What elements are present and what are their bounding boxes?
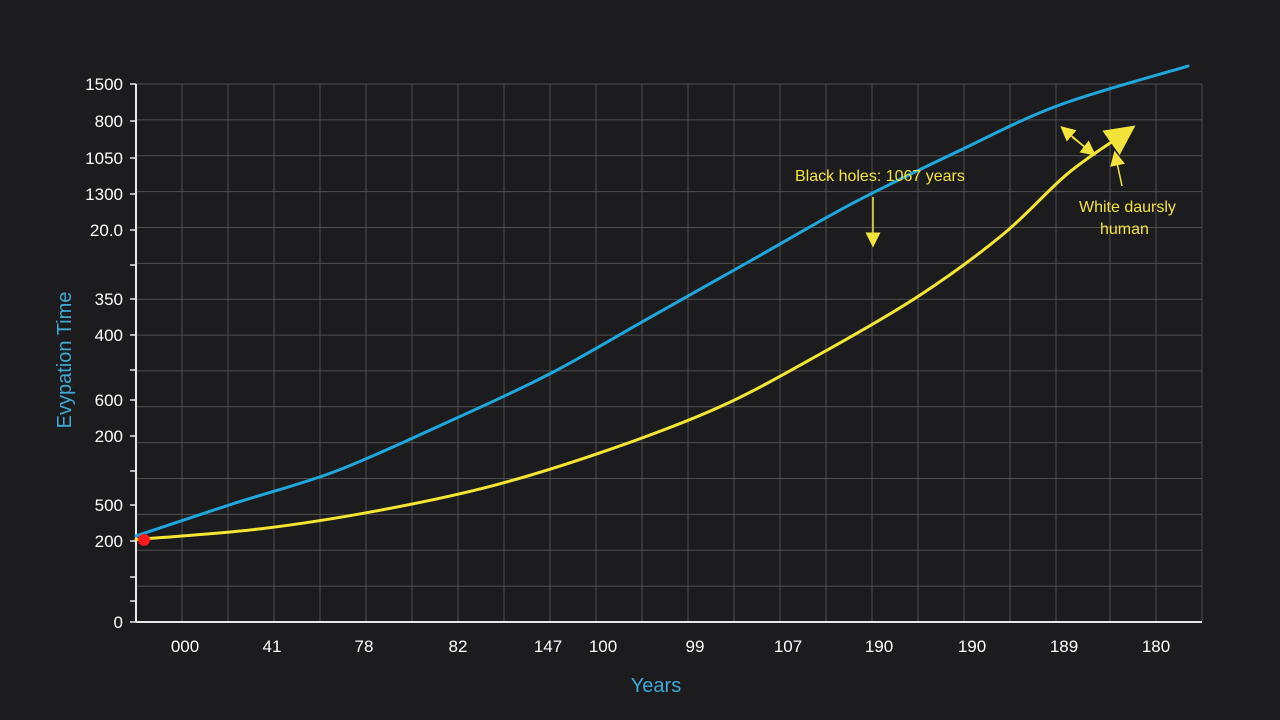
y-tick-label: 350: [95, 290, 123, 309]
y-tick-label: 800: [95, 112, 123, 131]
annotation-arrow: [1071, 136, 1096, 156]
y-tick-label: 400: [95, 326, 123, 345]
x-tick-label: 189: [1050, 637, 1078, 656]
grid: [136, 83, 1203, 623]
series-lines: [134, 64, 1190, 542]
y-tick-label: 1500: [85, 75, 123, 94]
annotation-arrow: [1110, 150, 1125, 187]
x-tick-label: 41: [263, 637, 282, 656]
x-tick-label: 000: [171, 637, 199, 656]
x-tick-label: 99: [686, 637, 705, 656]
y-axis-title: Evypation Time: [54, 292, 76, 429]
annotation-white-label-2: human: [1100, 221, 1149, 238]
axes: [135, 84, 1202, 623]
x-tick-label: 107: [774, 637, 802, 656]
series-line-blue: [134, 64, 1190, 538]
y-tick-label: 200: [95, 532, 123, 551]
x-tick-label: 190: [958, 637, 986, 656]
markers: [138, 533, 150, 546]
annotations: Black holes: 1067 years White daursly huma…: [795, 126, 1176, 248]
y-tick-label: 200: [95, 427, 123, 446]
y-tick-label: 1050: [85, 149, 123, 168]
x-tick-labels: 000 41 78 82 147 100 99 107 190 190 189 180: [171, 637, 1170, 656]
start-marker: [138, 533, 150, 546]
series-line-yellow: [134, 125, 1136, 542]
y-tick-label: 600: [95, 391, 123, 410]
y-tick-label: 20.0: [90, 221, 123, 240]
x-tick-label: 190: [865, 637, 893, 656]
y-tick-label: 1300: [85, 185, 123, 204]
annotation-black-holes: Black holes: 1067 years: [795, 168, 965, 185]
y-tick-label: 0: [114, 613, 123, 632]
x-tick-label: 147: [534, 637, 562, 656]
y-tick-label: 500: [95, 496, 123, 515]
x-tick-label: 82: [449, 637, 468, 656]
x-tick-label: 100: [589, 637, 617, 656]
x-tick-label: 180: [1142, 637, 1170, 656]
y-tick-labels: 1500 800 1050 1300 20.0 350 400 600 200 500 200 0: [85, 75, 136, 632]
annotation-white-label-1: White daursly: [1079, 199, 1176, 216]
x-tick-label: 78: [355, 637, 374, 656]
x-axis-title: Years: [631, 675, 681, 697]
